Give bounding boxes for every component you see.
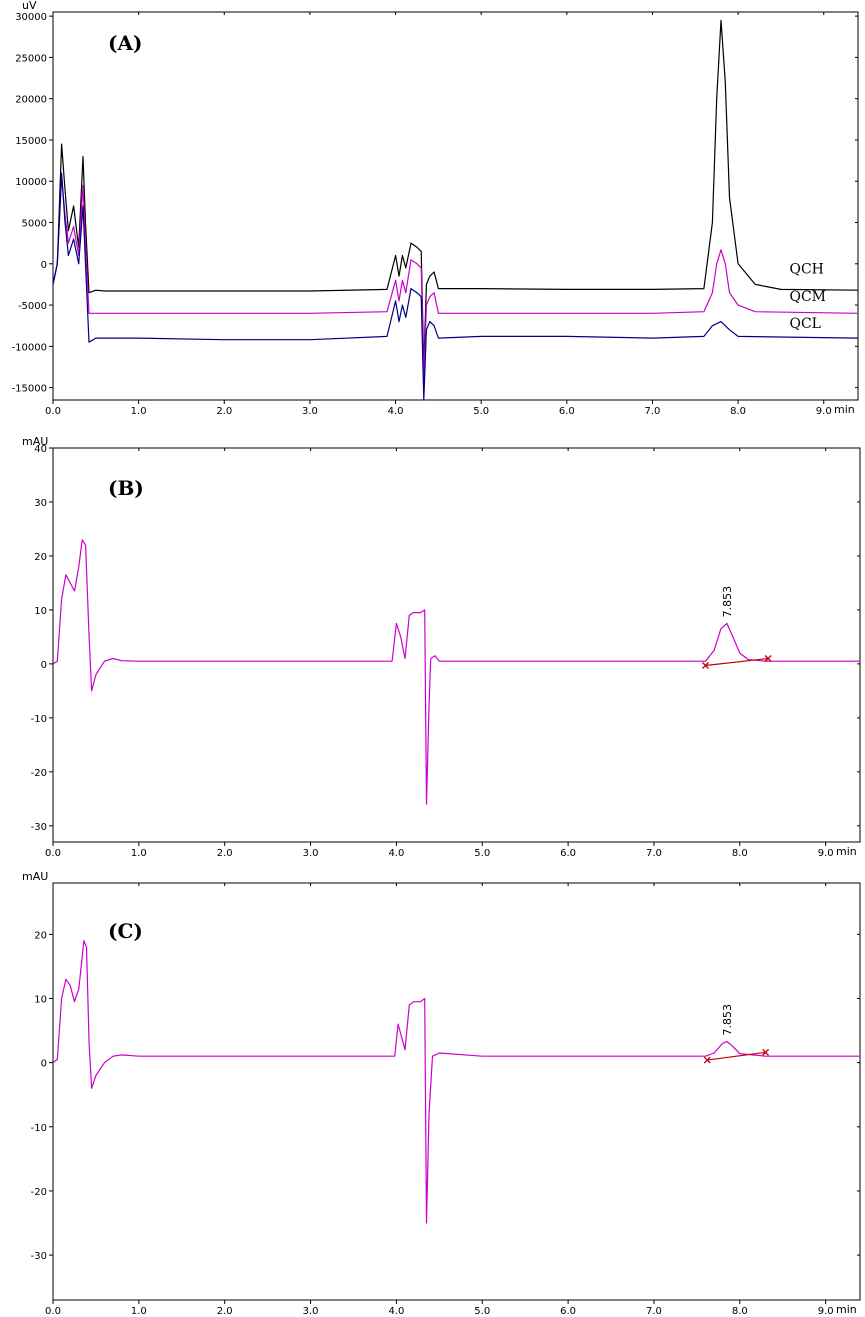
panel-label: (B) — [108, 476, 144, 500]
y-tick-label: -15000 — [12, 384, 47, 395]
series-group: 7.853 — [52, 539, 860, 805]
panel-label: (A) — [108, 31, 142, 55]
y-unit-label: mAU — [22, 435, 48, 448]
x-tick-label: 4.0 — [388, 406, 404, 417]
plot-frame — [52, 11, 859, 401]
x-tick-label: 6.0 — [559, 406, 575, 417]
y-tick-label: 20 — [34, 552, 47, 563]
x-tick-label: 8.0 — [732, 848, 748, 859]
x-tick-label: 5.0 — [474, 848, 490, 859]
series-label: QCM — [789, 289, 826, 305]
y-tick-label: -30 — [31, 822, 47, 833]
x-tick-label: 5.0 — [474, 1306, 490, 1317]
x-tick-label: 3.0 — [303, 848, 319, 859]
x-unit-label: min — [834, 403, 855, 416]
baseline-start-mark — [703, 1056, 711, 1064]
plot-frame — [52, 447, 861, 843]
x-tick-label: 5.0 — [473, 406, 489, 417]
peak-retention-label: 7.853 — [721, 1004, 734, 1036]
x-tick-label: 4.0 — [388, 848, 404, 859]
y-tick-label: -10 — [31, 714, 47, 725]
x-tick-label: 2.0 — [217, 848, 233, 859]
y-unit-label: uV — [22, 0, 37, 12]
peak-retention-label: 7.853 — [721, 586, 734, 618]
y-tick-label: 40 — [34, 444, 47, 455]
panel-label: (C) — [108, 919, 143, 943]
x-tick-label: 0.0 — [45, 406, 61, 417]
series-group: 7.853 — [52, 940, 860, 1224]
series-line — [52, 539, 860, 805]
x-tick-label: 0.0 — [45, 848, 61, 859]
y-tick-label: -30 — [31, 1251, 47, 1262]
y-tick-label: 25000 — [15, 53, 47, 64]
x-tick-label: 7.0 — [646, 848, 662, 859]
series-group: QCH QCM QCL — [52, 19, 859, 401]
y-tick-label: 0 — [41, 660, 47, 671]
axes-group: 0.0 1.0 2.0 3.0 4.0 5.0 6.0 7.0 8.0 9.0 -30 -20 -10 0… — [31, 444, 860, 859]
x-tick-label: 0.0 — [45, 1306, 61, 1317]
y-tick-label: -10000 — [12, 342, 47, 353]
series-label: QCL — [789, 316, 821, 332]
x-tick-label: 3.0 — [303, 1306, 319, 1317]
y-tick-label: -20 — [31, 1187, 47, 1198]
y-tick-label: -5000 — [18, 301, 47, 312]
y-tick-label: -10 — [31, 1123, 47, 1134]
x-tick-label: 2.0 — [216, 406, 232, 417]
x-unit-label: min — [836, 845, 857, 858]
x-tick-label: 7.0 — [646, 1306, 662, 1317]
x-tick-label: 3.0 — [302, 406, 318, 417]
baseline-end-mark — [764, 655, 772, 662]
x-tick-label: 6.0 — [560, 848, 576, 859]
integration-baseline — [707, 1051, 766, 1061]
series-line-qch — [52, 19, 859, 368]
series-line-qcm — [52, 176, 859, 380]
axes-group: 0.0 1.0 2.0 3.0 4.0 5.0 6.0 7.0 8.0 9.0 -30 -20 -10 0… — [31, 883, 860, 1317]
y-tick-label: -20 — [31, 768, 47, 779]
y-tick-label: 30000 — [15, 12, 47, 23]
y-unit-label: mAU — [22, 870, 48, 883]
y-tick-label: 0 — [41, 1059, 47, 1070]
baseline-end-mark — [762, 1048, 770, 1056]
x-tick-label: 2.0 — [217, 1306, 233, 1317]
chart-panel-a: uV min (A) 0.0 1.0 2.0 3.0 4.0 5.0 6.0 7.0 8.0 9.… — [12, 0, 859, 417]
y-tick-label: 10000 — [15, 177, 47, 188]
chart-panel-b: mAU min (B) 0.0 1.0 2.0 3.0 4.0 5.0 6.0 7.0 8.0 9… — [22, 435, 861, 859]
x-tick-label: 9.0 — [818, 848, 834, 859]
x-tick-label: 1.0 — [131, 848, 147, 859]
x-tick-label: 7.0 — [645, 406, 661, 417]
x-tick-label: 1.0 — [131, 406, 147, 417]
x-tick-label: 9.0 — [818, 1306, 834, 1317]
x-tick-label: 8.0 — [732, 1306, 748, 1317]
x-tick-label: 9.0 — [816, 406, 832, 417]
x-tick-label: 4.0 — [388, 1306, 404, 1317]
y-tick-label: 30 — [34, 498, 47, 509]
x-unit-label: min — [836, 1303, 857, 1316]
series-line-qcl — [52, 172, 859, 401]
x-tick-label: 8.0 — [730, 406, 746, 417]
y-tick-label: 0 — [41, 260, 47, 271]
y-tick-label: 15000 — [15, 136, 47, 147]
integration-baseline — [705, 657, 769, 667]
axes-group: 0.0 1.0 2.0 3.0 4.0 5.0 6.0 7.0 8.0 9.0 -15000 -100… — [12, 12, 858, 417]
series-label: QCH — [789, 262, 823, 278]
chart-panel-c: mAU min (C) 0.0 1.0 2.0 3.0 4.0 5.0 6.0 7.0 8.0 9… — [22, 870, 861, 1317]
y-tick-label: 5000 — [22, 219, 47, 230]
plot-frame — [52, 882, 861, 1301]
baseline-start-mark — [702, 662, 709, 669]
y-tick-label: 10 — [34, 606, 47, 617]
y-tick-label: 20000 — [15, 95, 47, 106]
series-line — [52, 940, 860, 1224]
x-tick-label: 1.0 — [131, 1306, 147, 1317]
y-tick-label: 20 — [34, 930, 47, 941]
y-tick-label: 10 — [34, 994, 47, 1005]
x-tick-label: 6.0 — [560, 1306, 576, 1317]
